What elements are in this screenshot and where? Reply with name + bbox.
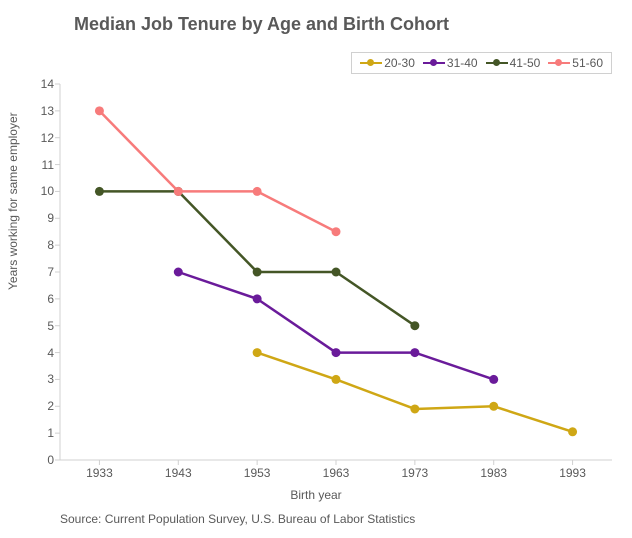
plot-area: 0123456789101112131419331943195319631973…: [60, 84, 612, 460]
x-tick-label: 1963: [323, 466, 350, 480]
series-marker: [253, 187, 262, 196]
series-marker: [95, 106, 104, 115]
y-tick-label: 5: [47, 319, 54, 333]
series-line: [99, 191, 414, 325]
legend-marker-icon: [493, 59, 500, 66]
legend-marker-icon: [555, 59, 562, 66]
y-tick-label: 6: [47, 292, 54, 306]
legend-marker-icon: [367, 59, 374, 66]
x-tick-label: 1943: [165, 466, 192, 480]
legend-line-icon: [486, 62, 508, 65]
series-marker: [489, 375, 498, 384]
legend-line-icon: [423, 62, 445, 65]
series-marker: [568, 427, 577, 436]
series-line: [99, 111, 336, 232]
x-tick-label: 1973: [401, 466, 428, 480]
y-tick-label: 0: [47, 453, 54, 467]
y-tick-label: 7: [47, 265, 54, 279]
series-line: [178, 272, 493, 379]
series-marker: [332, 375, 341, 384]
y-tick-label: 3: [47, 372, 54, 386]
x-tick-label: 1983: [480, 466, 507, 480]
series-marker: [253, 294, 262, 303]
legend-label: 51-60: [572, 56, 603, 70]
y-tick-label: 8: [47, 238, 54, 252]
y-tick-label: 13: [41, 104, 54, 118]
y-tick-label: 10: [41, 184, 54, 198]
y-tick-label: 11: [42, 158, 54, 172]
x-tick-label: 1993: [559, 466, 586, 480]
source-citation: Source: Current Population Survey, U.S. …: [60, 512, 415, 526]
y-tick-label: 12: [41, 131, 54, 145]
chart-container: Median Job Tenure by Age and Birth Cohor…: [0, 0, 632, 538]
series-marker: [174, 187, 183, 196]
legend-label: 41-50: [510, 56, 541, 70]
chart-svg: [60, 84, 612, 460]
series-marker: [253, 268, 262, 277]
legend: 20-30 31-40 41-50 51-60: [351, 52, 612, 74]
y-tick-label: 14: [41, 77, 54, 91]
x-axis-label: Birth year: [0, 488, 632, 502]
series-marker: [253, 348, 262, 357]
y-tick-label: 2: [47, 399, 54, 413]
series-marker: [95, 187, 104, 196]
legend-line-icon: [548, 62, 570, 65]
series-marker: [332, 268, 341, 277]
x-tick-label: 1953: [244, 466, 271, 480]
y-tick-label: 9: [47, 211, 54, 225]
series-marker: [410, 404, 419, 413]
legend-item: 20-30: [360, 56, 415, 70]
legend-line-icon: [360, 62, 382, 65]
legend-label: 31-40: [447, 56, 478, 70]
chart-title: Median Job Tenure by Age and Birth Cohor…: [74, 14, 449, 35]
series-marker: [174, 268, 183, 277]
series-marker: [489, 402, 498, 411]
legend-item: 31-40: [423, 56, 478, 70]
series-marker: [332, 348, 341, 357]
legend-label: 20-30: [384, 56, 415, 70]
legend-item: 41-50: [486, 56, 541, 70]
y-tick-label: 1: [47, 426, 54, 440]
series-line: [257, 353, 572, 432]
series-marker: [332, 227, 341, 236]
series-marker: [410, 348, 419, 357]
legend-marker-icon: [430, 59, 437, 66]
y-axis-label: Years working for same employer: [6, 112, 20, 290]
legend-item: 51-60: [548, 56, 603, 70]
series-marker: [410, 321, 419, 330]
x-tick-label: 1933: [86, 466, 113, 480]
y-tick-label: 4: [47, 346, 54, 360]
